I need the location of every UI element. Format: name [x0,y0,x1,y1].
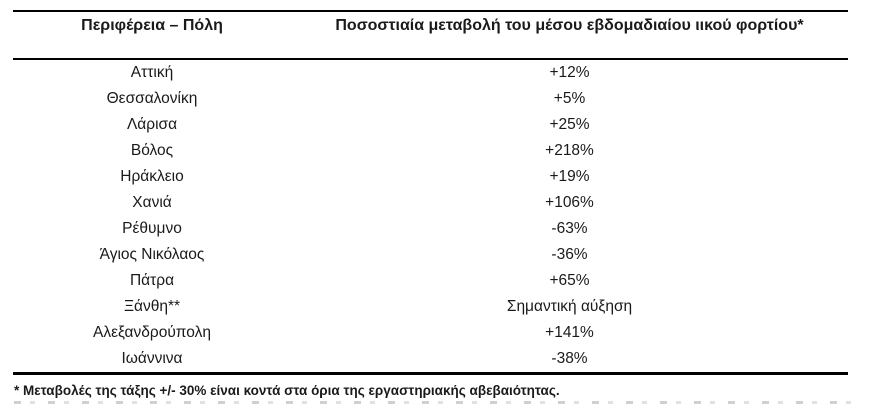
change-cell: -38% [551,350,588,367]
change-cell: -36% [551,246,588,263]
city-cell: Βόλος [130,142,174,159]
city-cell: Λάρισα [126,116,178,133]
city-cell: Ηράκλειο [120,168,184,185]
city-cell: Πάτρα [129,272,175,289]
table-row: Πάτρα +65% [13,268,848,294]
column-header-region-city-label: Περιφέρεια – Πόλη [81,17,223,34]
cutoff-text-line [14,401,854,404]
column-header-percent-change-label: Ποσοστιαία μεταβολή του μέσου εβδομαδιαί… [335,17,804,34]
table-row: Ιωάννινα -38% [13,346,848,372]
change-cell: +25% [549,116,590,133]
table-row: Ηράκλειο +19% [13,164,848,190]
table-header-row: Περιφέρεια – Πόλη Ποσοστιαία μεταβολή το… [13,12,848,60]
city-cell: Άγιος Νικόλαος [99,246,205,263]
table-row: Ξάνθη** Σημαντική αύξηση [13,294,848,320]
table-row: Λάρισα +25% [13,112,848,138]
table-body: Αττική +12% Θεσσαλονίκη +5% Λάρισα +25% … [13,60,848,372]
table-row: Χανιά +106% [13,190,848,216]
change-cell: +141% [545,324,594,341]
table-row: Βόλος +218% [13,138,848,164]
change-cell: +12% [549,64,590,81]
table-row: Άγιος Νικόλαος -36% [13,242,848,268]
change-cell: -63% [551,220,588,237]
city-cell: Ξάνθη** [123,298,181,315]
change-cell: +106% [545,194,594,211]
table-row: Αλεξανδρούπολη +141% [13,320,848,346]
city-cell: Αττική [130,64,174,81]
city-cell: Ρέθυμνο [122,220,182,237]
column-header-percent-change: Ποσοστιαία μεταβολή του μέσου εβδομαδιαί… [291,15,848,37]
viral-load-change-table: Περιφέρεια – Πόλη Ποσοστιαία μεταβολή το… [13,10,848,375]
city-cell: Χανιά [132,194,172,211]
table-row: Ρέθυμνο -63% [13,216,848,242]
table-row: Αττική +12% [13,60,848,86]
city-cell: Ιωάννινα [121,350,183,367]
change-cell: +218% [545,142,594,159]
change-cell: Σημαντική αύξηση [506,298,633,315]
change-cell: +19% [549,168,590,185]
change-cell: +65% [549,272,590,289]
city-cell: Αλεξανδρούπολη [93,324,211,341]
footnote: * Μεταβολές της τάξης +/- 30% είναι κοντ… [14,383,560,398]
column-header-region-city: Περιφέρεια – Πόλη [13,15,291,37]
table-row: Θεσσαλονίκη +5% [13,86,848,112]
change-cell: +5% [553,90,586,107]
city-cell: Θεσσαλονίκη [106,90,198,107]
